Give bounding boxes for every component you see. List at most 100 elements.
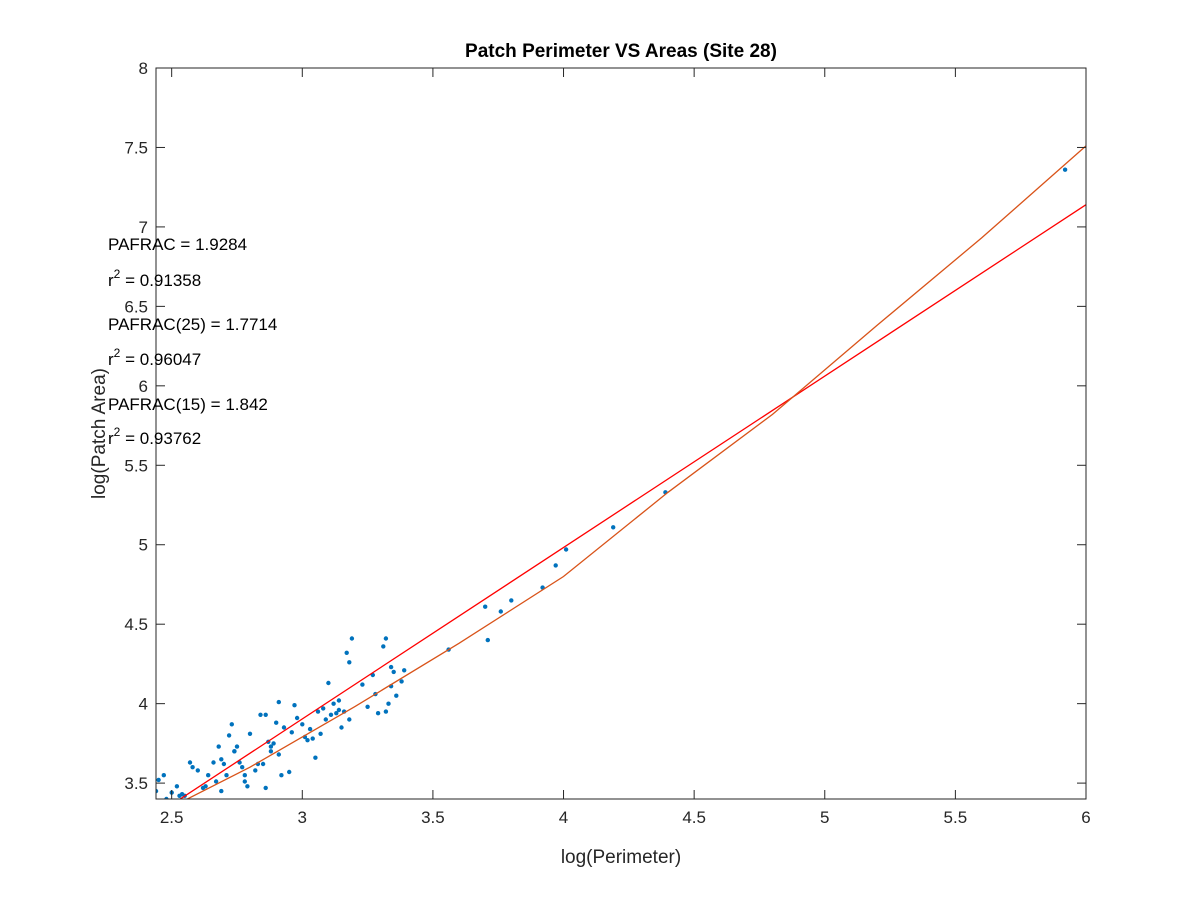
scatter-point	[219, 788, 224, 794]
scatter-point	[263, 712, 268, 717]
scatter-point	[563, 547, 569, 552]
scatter-point	[498, 609, 503, 614]
scatter-point	[485, 637, 490, 643]
x-tick-label: 4	[559, 808, 568, 827]
scatter-point	[347, 660, 352, 665]
scatter-point	[206, 773, 211, 778]
scatter-point	[268, 749, 274, 754]
y-tick-label: 3.5	[124, 774, 148, 793]
x-tick-label: 6	[1081, 808, 1090, 827]
scatter-point	[195, 768, 200, 773]
scatter-point	[242, 779, 247, 784]
scatter-point	[260, 761, 266, 767]
x-tick-label: 5	[820, 808, 829, 827]
annotation-r2-1: r2 = 0.91358	[108, 267, 201, 290]
scatter-point	[268, 744, 274, 749]
scatter-point	[221, 761, 227, 767]
scatter-point	[344, 650, 349, 655]
x-tick-label: 2.5	[160, 808, 184, 827]
y-tick-label: 4	[139, 695, 148, 714]
scatter-point	[383, 709, 389, 714]
scatter-point	[274, 720, 279, 725]
scatter-point	[294, 715, 300, 721]
scatter-point	[307, 726, 313, 732]
scatter-point	[213, 779, 219, 784]
y-tick-label: 6.5	[124, 297, 148, 316]
scatter-point	[292, 703, 297, 708]
scatter-point	[336, 707, 342, 713]
scatter-point	[177, 793, 182, 798]
scatter-point	[553, 563, 558, 568]
scatter-point	[203, 784, 208, 789]
linear-fit-line	[179, 204, 1086, 799]
y-axis-label: log(Patch Area)	[89, 368, 110, 499]
scatter-point	[386, 701, 391, 706]
scatter-point	[360, 682, 365, 687]
scatter-point	[347, 717, 352, 722]
y-tick-label: 5.5	[124, 456, 148, 475]
scatter-point	[245, 784, 250, 789]
scatter-point	[289, 730, 294, 735]
scatter-point	[216, 744, 221, 749]
scatter-point	[234, 744, 240, 749]
scatter-point	[349, 636, 355, 641]
scatter-point	[156, 788, 159, 794]
scatter-point	[224, 773, 229, 778]
scatter-point	[156, 777, 161, 783]
scatter-point	[187, 760, 193, 765]
scatter-point	[287, 769, 292, 775]
scatter-point	[240, 765, 245, 770]
axes: 2.5 3 3.5 4 4.5 5 5.5 6 3.5 4 4.5 5 5.5 6 6.5 7 7.5 8	[124, 59, 1090, 827]
scatter-point	[258, 712, 263, 717]
x-tick-label: 5.5	[944, 808, 968, 827]
scatter-point	[334, 711, 339, 716]
chart-title: Patch Perimeter VS Areas (Site 28)	[465, 41, 777, 62]
scatter-point	[271, 741, 276, 746]
scatter-point	[300, 722, 305, 727]
y-tick-label: 6	[139, 377, 148, 396]
y-tick-label: 7.5	[124, 138, 148, 157]
scatter-point	[229, 722, 234, 727]
annotation-pafrac-25: PAFRAC(25) = 1.7714	[108, 315, 277, 334]
scatter-point	[164, 796, 169, 799]
scatter-point	[174, 784, 180, 789]
y-tick-label: 5	[139, 536, 148, 555]
scatter-point	[402, 668, 407, 673]
annotation-pafrac: PAFRAC = 1.9284	[108, 235, 247, 254]
scatter-point	[394, 693, 399, 698]
scatter-point	[161, 773, 166, 778]
scatter-point	[305, 738, 310, 743]
scatter-point	[219, 757, 224, 762]
y-tick-label: 8	[139, 59, 148, 78]
annotation-r2-3: r2 = 0.93762	[108, 425, 201, 448]
scatter-point	[339, 725, 344, 730]
scatter-point	[281, 725, 287, 730]
scatter-point	[232, 749, 237, 754]
scatter-point	[226, 733, 232, 738]
scatter-point	[310, 736, 315, 741]
scatter-point	[383, 636, 389, 641]
y-tick-label: 7	[139, 218, 148, 237]
scatter-point	[509, 598, 514, 603]
scatter-point	[211, 760, 216, 765]
scatter-point	[399, 679, 404, 684]
scatter-point	[313, 755, 318, 760]
scatter-point	[483, 604, 488, 609]
scatter-point	[336, 698, 342, 703]
scatter-point	[388, 664, 394, 670]
scatter-point	[242, 773, 247, 778]
plot-area	[156, 145, 1086, 799]
x-axis-label: log(Perimeter)	[561, 847, 681, 868]
x-tick-label: 3	[298, 808, 307, 827]
scatter-point	[276, 699, 281, 705]
scatter-point	[365, 704, 370, 709]
scatter-point	[279, 773, 284, 778]
scatter-point	[323, 717, 328, 722]
scatter-point	[328, 712, 334, 717]
curve-fit-line	[185, 145, 1086, 799]
annotation-r2-2: r2 = 0.96047	[108, 346, 201, 369]
scatter-point	[253, 768, 258, 773]
scatter-point	[321, 706, 326, 711]
annotations: PAFRAC = 1.9284 r2 = 0.91358 PAFRAC(25) = …	[108, 235, 277, 448]
